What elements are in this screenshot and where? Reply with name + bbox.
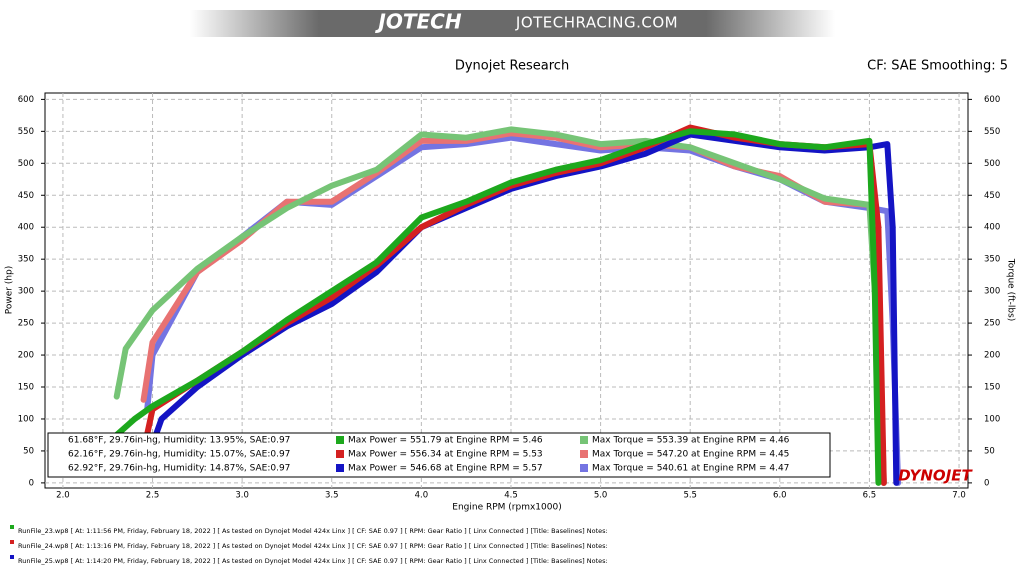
- file-line: RunFile_24.wp8 [ At: 1:13:16 PM, Friday,…: [18, 542, 608, 550]
- legend-swatch: [580, 450, 588, 458]
- x-tick-label: 6.5: [863, 491, 877, 501]
- x-tick-label: 3.5: [325, 491, 339, 501]
- chart-subtitle: CF: SAE Smoothing: 5: [867, 59, 1008, 74]
- lines: [113, 124, 902, 486]
- x-tick-label: 2.0: [56, 491, 70, 501]
- y-tick-label: 300: [18, 287, 34, 297]
- banner: [190, 10, 835, 37]
- y-tick-label: 350: [18, 255, 34, 265]
- y-tick-label: 0: [29, 478, 34, 488]
- legend-label: Max Torque = 540.61 at Engine RPM = 4.47: [592, 464, 789, 474]
- y2-axis-label: Torque (ft-lbs): [1006, 258, 1016, 322]
- run-conditions: 61.68°F, 29.76in-hg, Humidity: 13.95%, S…: [68, 436, 290, 446]
- logo: JOTECH: [374, 10, 461, 34]
- legend: 61.68°F, 29.76in-hg, Humidity: 13.95%, S…: [47, 432, 831, 478]
- y-tick-label: 500: [18, 159, 34, 169]
- run-conditions: 62.92°F, 29.76in-hg, Humidity: 14.87%, S…: [68, 464, 290, 474]
- file-list: RunFile_23.wp8 [ At: 1:11:56 PM, Friday,…: [10, 525, 608, 565]
- x-tick-label: 5.5: [683, 491, 697, 501]
- y-tick-label: 150: [18, 383, 34, 393]
- x-tick-label: 6.0: [773, 491, 787, 501]
- y2-tick-label: 350: [984, 255, 1000, 265]
- y-tick-label: 50: [23, 446, 34, 456]
- file-swatch: [10, 555, 14, 559]
- brand: DYNOJET: [898, 467, 973, 485]
- x-tick-label: 5.0: [594, 491, 608, 501]
- y2-tick-label: 450: [984, 191, 1000, 201]
- y-tick-label: 200: [18, 351, 34, 361]
- site: JOTECHRACING.COM: [515, 14, 678, 32]
- y2-tick-label: 150: [984, 383, 1000, 393]
- y2-tick-label: 200: [984, 351, 1000, 361]
- legend-swatch: [580, 436, 588, 444]
- file-line: RunFile_23.wp8 [ At: 1:11:56 PM, Friday,…: [18, 527, 608, 535]
- y2-tick-label: 500: [984, 159, 1000, 169]
- legend-label: Max Power = 546.68 at Engine RPM = 5.57: [348, 464, 543, 474]
- x-axis-label: Engine RPM (rpmx1000): [452, 503, 561, 513]
- run-conditions: 62.16°F, 29.76in-hg, Humidity: 15.07%, S…: [68, 450, 290, 460]
- y2-tick-label: 100: [984, 414, 1000, 424]
- y2-tick-label: 250: [984, 319, 1000, 329]
- series-line: [113, 126, 887, 486]
- legend-box: [47, 432, 831, 478]
- x-tick-label: 3.0: [235, 491, 249, 501]
- y2-tick-label: 50: [984, 446, 995, 456]
- y2-tick-label: 0: [984, 478, 989, 488]
- y2-tick-label: 400: [984, 223, 1000, 233]
- x-tick-label: 4.5: [504, 491, 518, 501]
- y2-tick-label: 600: [984, 95, 1000, 105]
- series-line: [113, 128, 882, 486]
- x-tick-label: 7.0: [952, 491, 966, 501]
- y2-tick-label: 550: [984, 127, 1000, 137]
- y-axis-label: Power (hp): [5, 266, 15, 315]
- y-tick-label: 100: [18, 414, 34, 424]
- legend-swatch: [580, 464, 588, 472]
- file-line: RunFile_25.wp8 [ At: 1:14:20 PM, Friday,…: [18, 557, 608, 565]
- legend-swatch: [336, 436, 344, 444]
- chart-title: Dynojet Research: [455, 59, 569, 74]
- y-tick-label: 600: [18, 95, 34, 105]
- legend-swatch: [336, 464, 344, 472]
- legend-label: Max Torque = 547.20 at Engine RPM = 4.45: [592, 450, 789, 460]
- y-tick-label: 550: [18, 127, 34, 137]
- legend-label: Max Power = 551.79 at Engine RPM = 5.46: [348, 436, 543, 446]
- plot-area: [44, 92, 969, 489]
- y2-tick-label: 300: [984, 287, 1000, 297]
- y-tick-label: 400: [18, 223, 34, 233]
- x-tick-label: 4.0: [415, 491, 429, 501]
- x-tick-label: 2.5: [146, 491, 160, 501]
- y-tick-label: 450: [18, 191, 34, 201]
- legend-label: Max Power = 556.34 at Engine RPM = 5.53: [348, 450, 543, 460]
- file-swatch: [10, 540, 14, 544]
- file-swatch: [10, 525, 14, 529]
- y-tick-label: 250: [18, 319, 34, 329]
- legend-label: Max Torque = 553.39 at Engine RPM = 4.46: [592, 436, 790, 446]
- legend-swatch: [336, 450, 344, 458]
